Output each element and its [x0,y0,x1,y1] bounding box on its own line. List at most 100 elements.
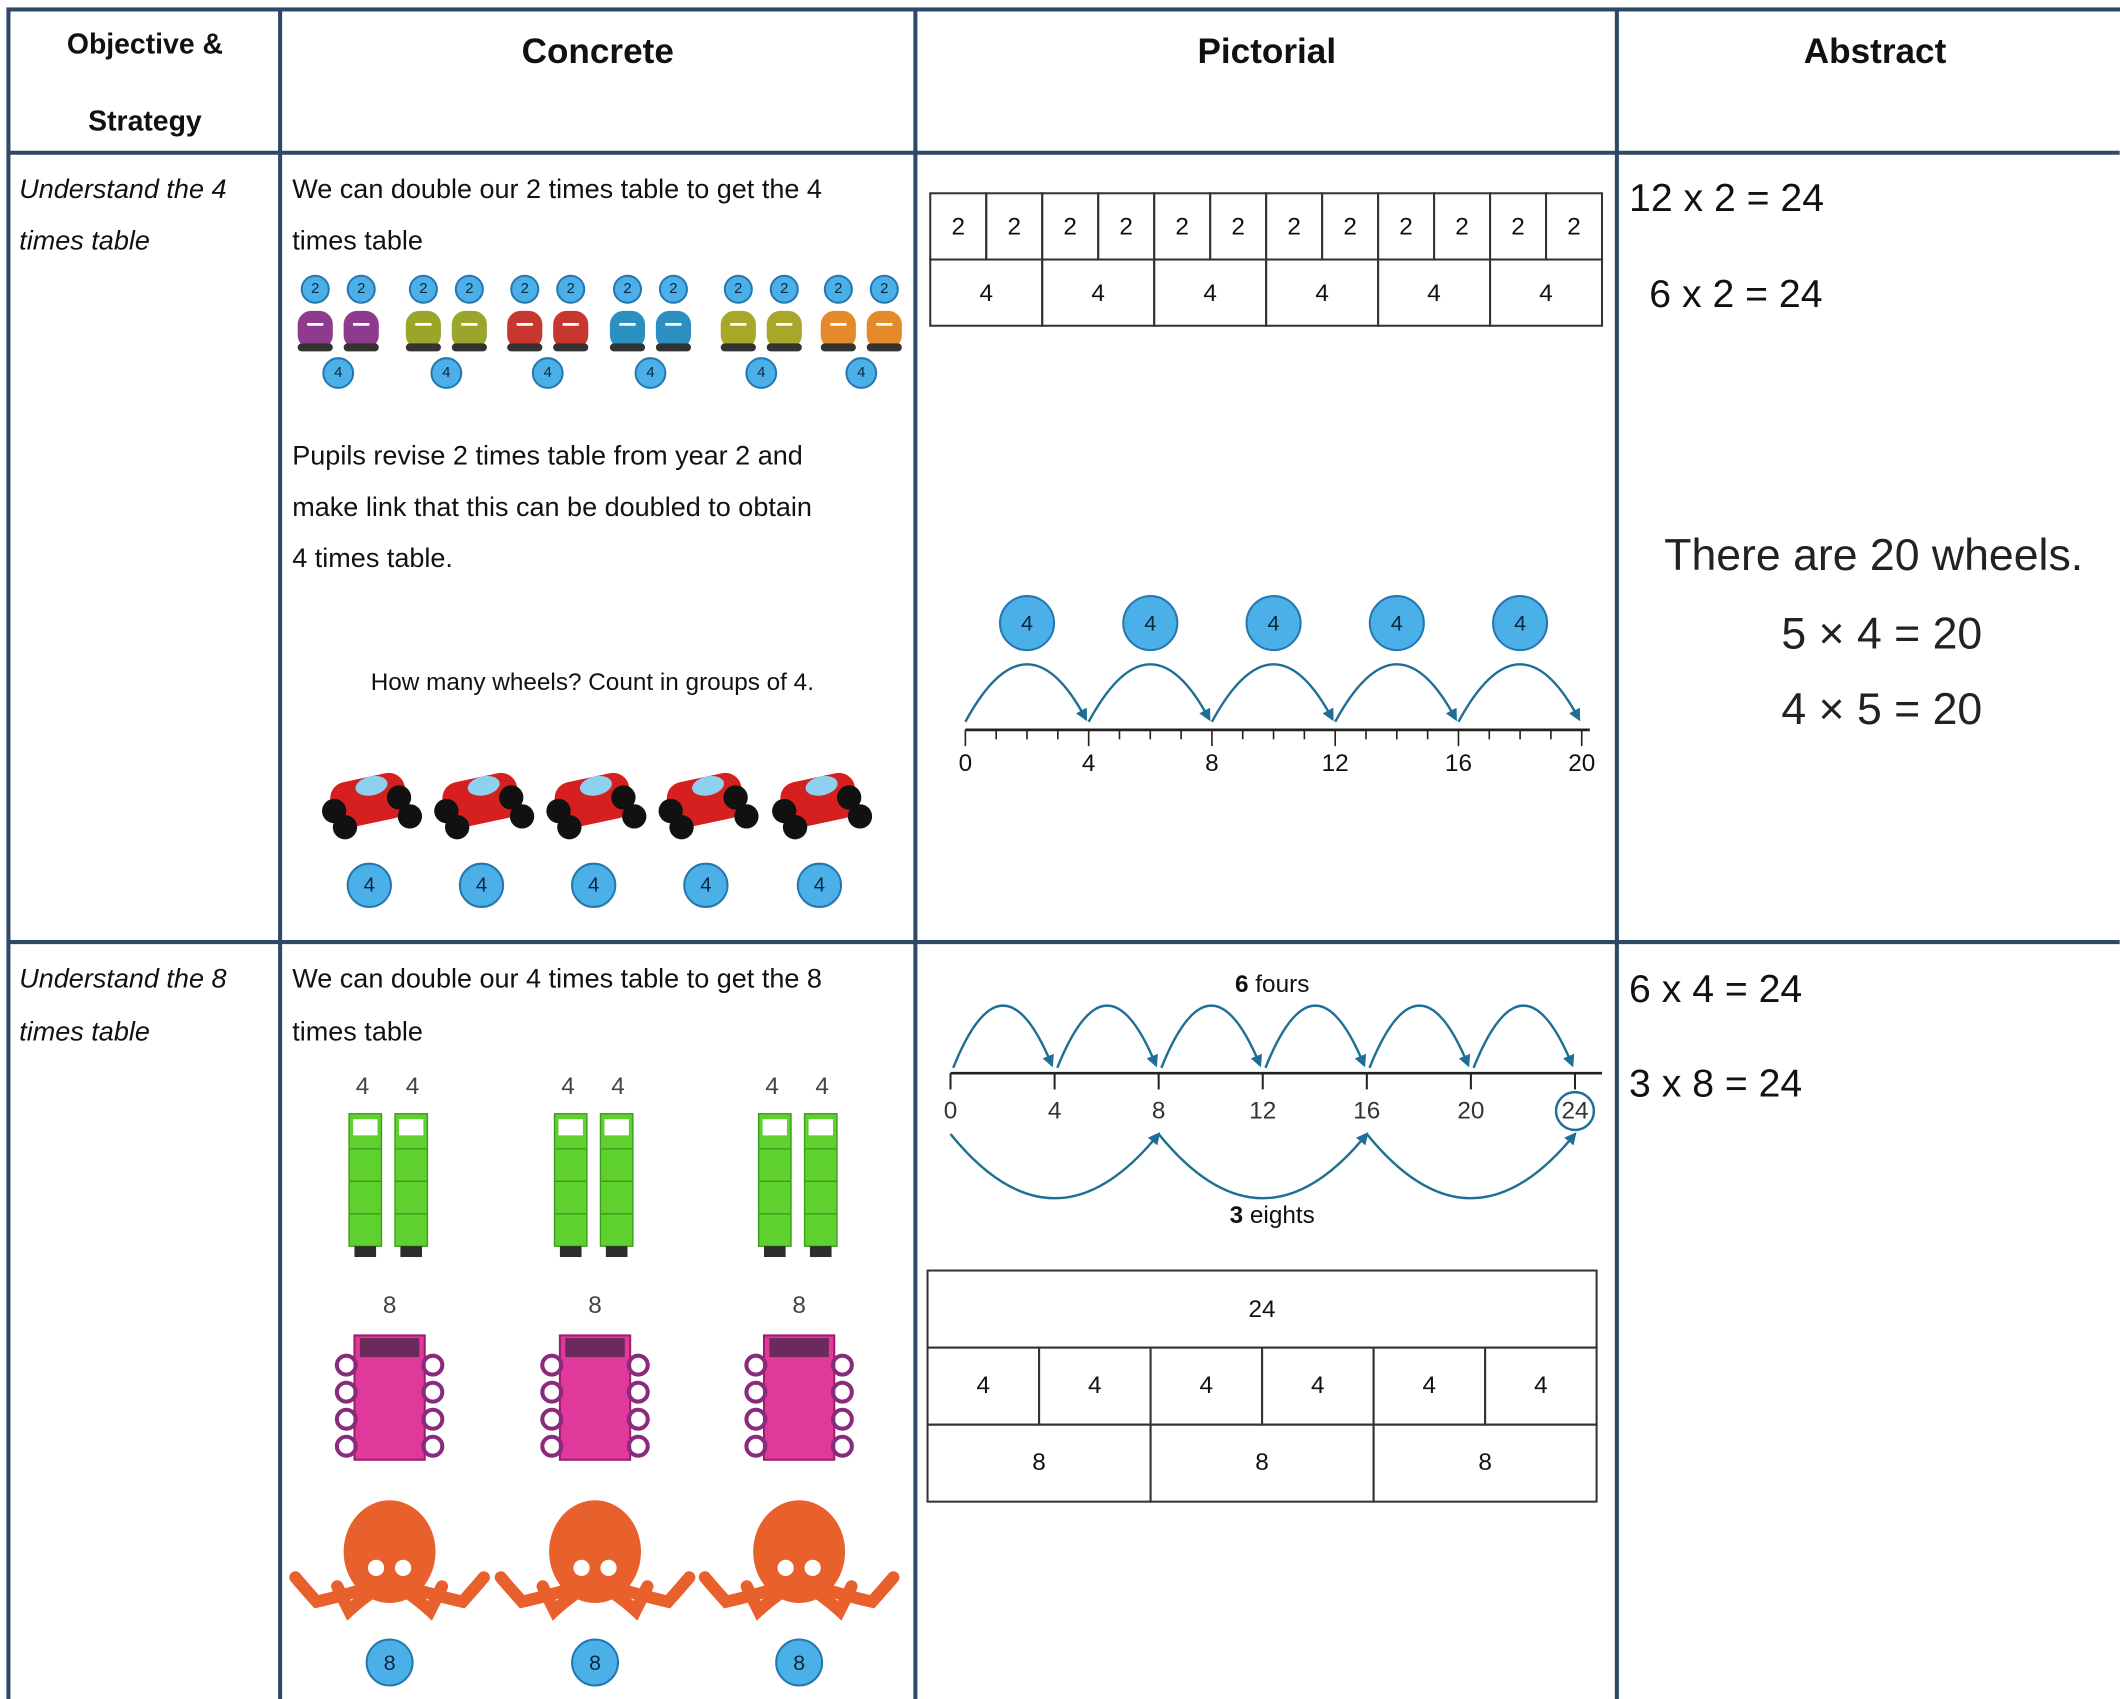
numberblock-face [558,1119,583,1136]
header-text: Abstract [1804,32,1947,71]
shoe-sole [451,343,487,352]
objective-text: Understand the 4 [19,174,226,204]
bar-cell [1489,258,1604,327]
question-text: How many wheels? Count in groups of 4. [371,669,814,696]
number-badge [796,862,843,908]
octablock-arm [334,1407,358,1431]
number-line-label: 4 [1082,750,1096,777]
jump-arc [1160,1004,1262,1069]
bar-label: 4 [1200,1372,1214,1399]
octopus-eye [573,1559,590,1577]
bar-label: 4 [1203,280,1217,307]
caption-word: fours [1255,970,1309,997]
badge-label: 8 [384,1650,396,1675]
car-wheel [509,804,535,829]
bar-label: 4 [1534,1372,1548,1399]
octopus-head [343,1500,436,1604]
table-border [6,7,2120,1699]
octablock-arm [830,1380,854,1404]
header-text: Strategy [88,106,202,138]
badge-label: 2 [734,281,742,297]
concrete-text: make link that this can be doubled to ob… [292,492,812,522]
numberblock-foot [400,1246,423,1258]
car-wheel [734,804,759,829]
equation-text: 12 x 2 = 24 [1629,177,1824,220]
bar-label: 8 [1478,1449,1492,1476]
number-badge [454,274,484,304]
number-badge [346,862,392,908]
car-wheel [847,804,873,829]
car-body [442,772,520,828]
jump-arc [1457,663,1581,723]
shoe-sole [655,343,692,352]
numberblock [394,1113,429,1247]
octablock-arm [830,1407,854,1431]
bar-label: 4 [1423,1372,1437,1399]
badge-label: 4 [700,874,711,896]
number-badge [510,274,540,304]
block-label: 8 [588,1292,602,1319]
octablock-arm [334,1380,358,1404]
block-label: 8 [383,1292,397,1319]
equation-text: 6 x 2 = 24 [1649,273,1822,316]
block-label: 4 [406,1073,420,1100]
bar-label: 2 [1567,214,1581,241]
octablock-arm [830,1353,854,1377]
objective-text: Understand the 8 [19,964,226,994]
bar-label: 2 [1287,214,1301,241]
number-badge [408,274,438,304]
concrete-text: Pupils revise 2 times table from year 2 … [292,440,803,470]
number-badge [998,595,1056,652]
caption-number: 3 [1230,1202,1244,1229]
car-window [692,776,725,796]
badge-label: 4 [1268,611,1280,636]
number-badge [1245,595,1302,652]
bar-label: 4 [1315,280,1329,307]
car-wheel [836,785,862,810]
octablock-face [565,1338,625,1358]
numberblock-face [604,1119,629,1136]
answer-circle [1554,1090,1596,1132]
number-badge [531,357,564,389]
numberblock-face [762,1119,787,1136]
badge-label: 4 [1391,611,1403,636]
shoe [609,310,646,349]
jump-arc [1368,1004,1471,1069]
badge-label: 4 [588,874,599,896]
equation-text: 5 × 4 = 20 [1781,609,1982,658]
shoe-sole [553,343,589,352]
equation-text: 4 × 5 = 20 [1781,685,1982,734]
shoe [553,310,589,349]
badge-label: 4 [442,365,450,381]
objective-text: times table [19,1016,150,1046]
octopus-head [549,1500,641,1604]
block-label: 8 [792,1292,806,1319]
number-line-label: 12 [1249,1098,1276,1125]
numberblock [599,1113,634,1247]
number-badge [571,862,617,908]
octablock-arm [540,1407,564,1431]
number-line-label: 16 [1353,1098,1380,1125]
badge-label: 2 [419,281,427,297]
badge-label: 2 [669,281,677,297]
jump-arc [1334,663,1457,723]
car-wheel [622,804,647,829]
badge-label: 4 [814,874,825,896]
numberblock-foot [354,1246,377,1258]
number-badge [823,274,853,304]
jump-arc [949,1132,1161,1200]
jump-arc [1056,1004,1158,1069]
block-label: 4 [356,1073,370,1100]
shoe [343,310,379,349]
jump-arc [952,1004,1054,1069]
statement-text: There are 20 wheels. [1664,531,2083,580]
bar-label: 4 [977,1372,991,1399]
octablock-arm [626,1407,650,1431]
octablock-arm [421,1353,445,1377]
numberblock [803,1113,838,1247]
number-badge [571,1638,620,1687]
octopus-head [753,1500,846,1604]
badge-label: 2 [780,281,788,297]
badge-label: 2 [465,281,473,297]
number-badge [365,1638,414,1687]
